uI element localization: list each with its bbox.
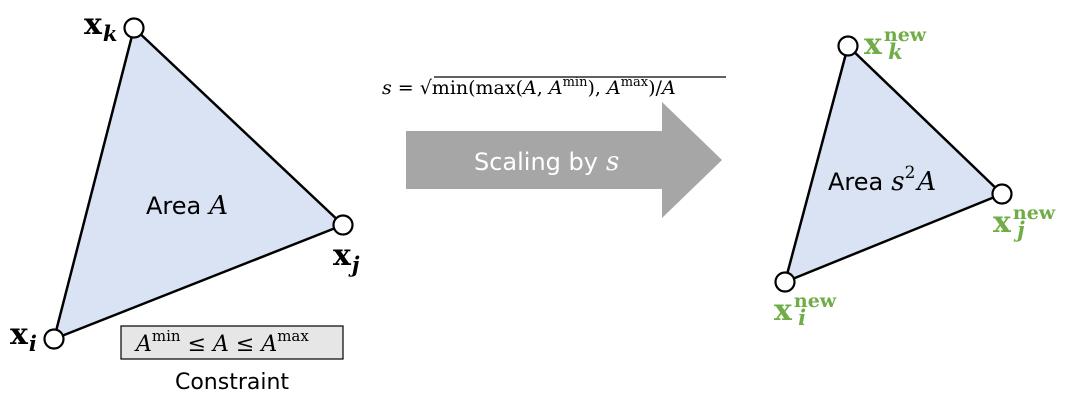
arrow-label: Scaling by s [474,147,619,177]
original-triangle-group: xk xj xi Area A [10,7,360,356]
new-vertex-i-handle[interactable] [774,271,796,293]
constraint-box [120,325,344,360]
label-x-i: xi [10,317,37,356]
label-x-j: xj [333,238,360,277]
label-x-k-new: x new k [864,24,927,64]
new-vertex-j-handle[interactable] [991,183,1013,205]
label-x-j-new: x new j [993,202,1056,242]
scale-formula: s = √min(max(A, Amin), Amax)/A [382,75,676,99]
scaled-triangle-group: x new k x new j x new i Area s2A [774,24,1056,330]
original-triangle [52,26,345,341]
scaling-arrow: Scaling by s [406,102,722,218]
label-x-i-new: x new i [774,290,837,330]
arrow-shape [406,102,722,218]
original-area-label: Area A [146,191,228,221]
new-vertex-k-handle[interactable] [837,35,859,57]
label-x-k: xk [84,7,117,46]
constraint-caption: Constraint [175,370,289,395]
constraint-inequality: Amin ≤ A ≤ Amax [134,327,309,357]
vertex-j-handle[interactable] [332,214,354,236]
constraint-group: Amin ≤ A ≤ Amax Constraint [120,325,344,395]
vertex-i-handle[interactable] [43,328,65,350]
scaled-triangle [783,44,1004,284]
vertex-k-handle[interactable] [123,17,145,39]
scaled-area-label: Area s2A [828,163,936,197]
